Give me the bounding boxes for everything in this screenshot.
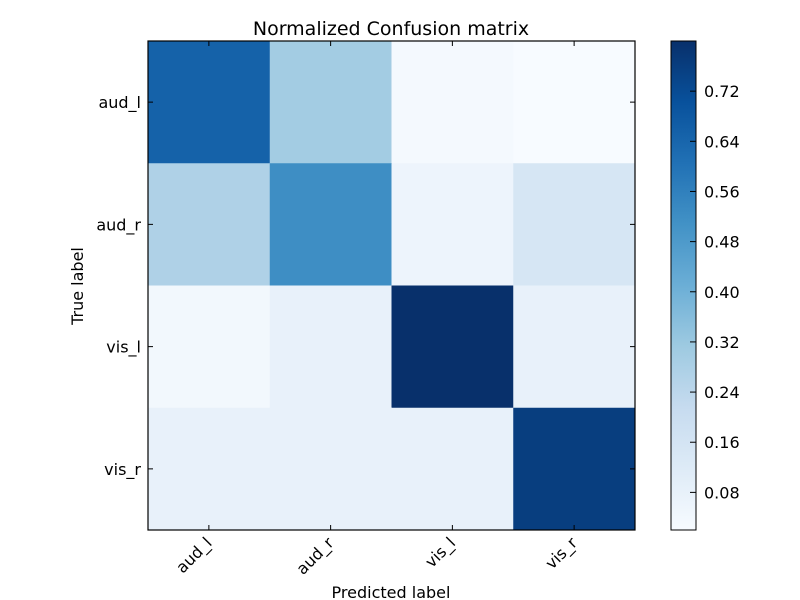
x-tick-label: aud_l xyxy=(172,533,216,577)
heatmap-cell xyxy=(391,41,514,164)
y-axis-label: True label xyxy=(68,247,87,326)
heatmap-cell xyxy=(513,407,636,531)
heatmap-cell xyxy=(391,407,514,531)
x-axis-label: Predicted label xyxy=(332,583,451,600)
heatmap-cell xyxy=(269,41,392,164)
plot-frame xyxy=(147,40,636,531)
heatmap-cell xyxy=(148,41,271,164)
y-tick-label: aud_r xyxy=(96,215,141,235)
x-tick-label: vis_r xyxy=(541,533,581,573)
heatmap-cell xyxy=(269,285,392,409)
colorbar-tick-label: 0.64 xyxy=(704,132,740,151)
heatmap-cells xyxy=(148,41,636,531)
colorbar-tick-label: 0.24 xyxy=(704,383,740,402)
colorbar xyxy=(670,40,697,531)
colorbar-tick-label: 0.56 xyxy=(704,182,740,201)
colorbar-tick-label: 0.40 xyxy=(704,283,740,302)
x-tick-label: vis_l xyxy=(421,533,460,572)
colorbar-tick-label: 0.08 xyxy=(704,483,740,502)
heatmap-cell xyxy=(269,163,392,286)
heatmap-cell xyxy=(513,163,636,286)
y-tick-label: vis_l xyxy=(106,338,141,358)
y-tick-label: aud_l xyxy=(98,93,141,113)
heatmap-cell xyxy=(391,285,514,409)
chart-title: Normalized Confusion matrix xyxy=(253,18,529,40)
colorbar-tick-label: 0.32 xyxy=(704,333,740,352)
heatmap-cell xyxy=(391,163,514,286)
colorbar-tick-label: 0.48 xyxy=(704,233,740,252)
heatmap-cell xyxy=(513,285,636,409)
heatmap-cell xyxy=(269,407,392,531)
colorbar-tick-label: 0.16 xyxy=(704,433,740,452)
x-tick-label: aud_r xyxy=(292,533,338,579)
y-tick-label: vis_r xyxy=(104,460,141,480)
heatmap-cell xyxy=(148,285,271,409)
heatmap-cell xyxy=(513,41,636,164)
colorbar-tick-label: 0.72 xyxy=(704,82,740,101)
colorbar-ticks: 0.08 0.16 0.24 0.32 0.40 0.48 0.56 0.64 0.72 xyxy=(690,82,740,502)
heatmap-cell xyxy=(148,163,271,286)
heatmap-cell xyxy=(148,407,271,531)
